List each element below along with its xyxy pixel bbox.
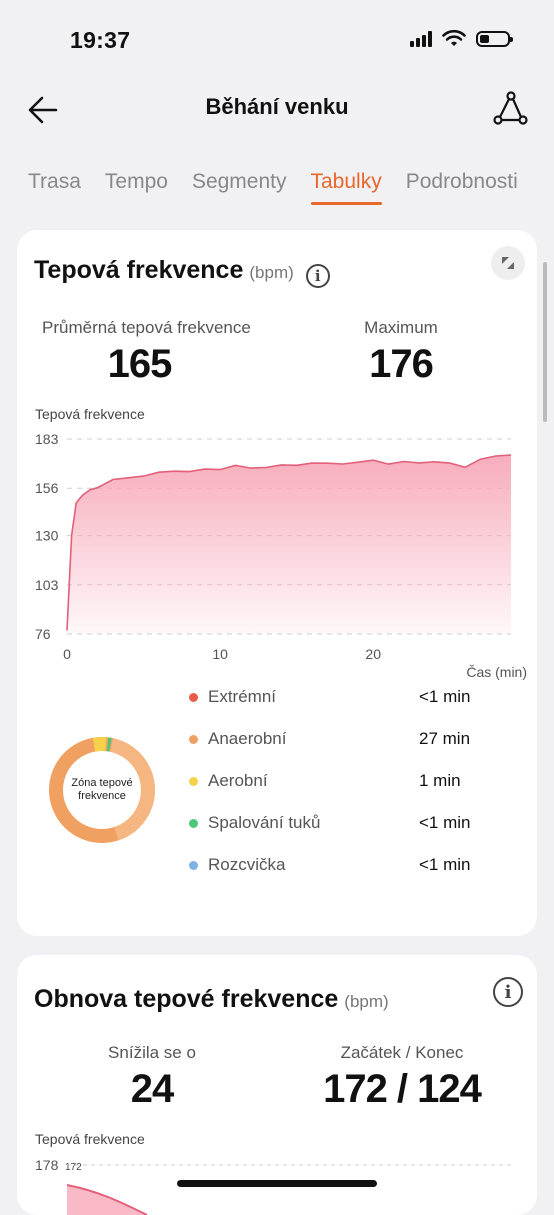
donut-segment-aerobic	[49, 737, 155, 843]
recovery-y-tick-top: 178	[35, 1157, 59, 1173]
heart-rate-unit: (bpm)	[249, 263, 294, 282]
chart-y-axis-label: Tepová frekvence	[35, 406, 145, 422]
max-hr-stat: Maximum 176	[337, 318, 465, 387]
x-axis-label: Čas (min)	[466, 664, 527, 680]
zone-time: <1 min	[419, 855, 471, 874]
avg-hr-stat: Průměrná tepová frekvence 165	[42, 318, 251, 387]
max-hr-value: 176	[369, 342, 434, 386]
zone-row: Aerobní 1 min	[189, 769, 489, 793]
tab-segmenty[interactable]: Segmenty	[191, 170, 287, 193]
zone-dot-icon	[189, 776, 198, 786]
heart-rate-line	[66, 454, 512, 631]
heart-rate-card-title: Tepová frekvence (bpm) i	[34, 256, 330, 288]
recovery-area	[67, 1185, 147, 1215]
status-time: 19:37	[70, 27, 131, 53]
battery-icon	[476, 31, 513, 47]
recovery-card: Obnova tepové frekvence (bpm) i Snížila …	[17, 955, 537, 1215]
zone-donut-chart	[49, 737, 155, 843]
zone-dot-icon	[189, 734, 198, 744]
heart-rate-card: Tepová frekvence (bpm) i Průměrná tepová…	[17, 230, 537, 936]
zone-dot-icon	[189, 692, 198, 702]
zone-name: Rozcvička	[208, 855, 286, 874]
zone-row: Anaerobní 27 min	[189, 727, 489, 751]
tab-trasa[interactable]: Trasa	[28, 170, 81, 193]
zone-donut-label: Zóna tepové frekvence	[71, 777, 133, 802]
recovery-info-icon[interactable]: i	[493, 977, 523, 1007]
zone-time: 1 min	[419, 771, 461, 790]
heart-rate-chart: 183 156 130 103 76 0 10 20 Čas (min)	[35, 431, 527, 680]
start-end-value: 172 / 124	[323, 1067, 482, 1111]
tab-podrobnosti[interactable]: Podrobnosti	[405, 170, 518, 193]
scrollbar[interactable]	[543, 262, 547, 422]
heart-rate-title: Tepová frekvence	[34, 256, 244, 284]
hr-drop-value: 24	[130, 1067, 175, 1111]
y-tick-label: 130	[35, 528, 59, 544]
max-hr-label: Maximum	[364, 318, 438, 337]
expand-button[interactable]	[491, 246, 525, 280]
x-tick-label: 10	[212, 646, 228, 662]
zone-name: Anaerobní	[208, 729, 287, 748]
tab-tempo[interactable]: Tempo	[104, 170, 168, 193]
y-tick-label: 76	[35, 626, 51, 642]
status-bar: 19:37	[0, 0, 554, 80]
zone-row: Extrémní <1 min	[189, 685, 489, 709]
wifi-icon	[442, 30, 466, 46]
tab-tabulky[interactable]: Tabulky	[310, 170, 382, 205]
home-indicator[interactable]	[177, 1180, 377, 1187]
x-tick-label: 20	[365, 646, 381, 662]
zone-time: 27 min	[419, 729, 471, 748]
recovery-card-title: Obnova tepové frekvence (bpm)	[34, 985, 389, 1014]
donut-segment-fatburn	[49, 737, 155, 843]
y-tick-label: 103	[35, 577, 59, 593]
heart-rate-area	[67, 455, 511, 634]
zone-name: Aerobní	[208, 771, 268, 790]
zone-name: Spalování tuků	[208, 813, 321, 832]
zone-dot-icon	[189, 860, 198, 870]
start-end-stat: Začátek / Konec 172 / 124	[317, 1043, 487, 1112]
zone-row: Spalování tuků <1 min	[189, 811, 489, 835]
recovery-point-label: 172	[65, 1162, 82, 1173]
recovery-title: Obnova tepové frekvence	[34, 985, 339, 1013]
back-arrow-icon[interactable]	[24, 90, 64, 130]
zone-time: <1 min	[419, 813, 471, 832]
zone-name: Extrémní	[208, 687, 277, 706]
expand-icon	[502, 257, 514, 269]
info-icon[interactable]: i	[305, 264, 330, 288]
status-icons	[410, 30, 513, 48]
avg-hr-label: Průměrná tepová frekvence	[42, 318, 251, 337]
zone-time: <1 min	[419, 687, 471, 706]
route-icon[interactable]	[490, 88, 530, 128]
x-tick-label: 0	[63, 646, 71, 662]
zone-row: Rozcvička <1 min	[189, 853, 489, 877]
start-end-label: Začátek / Konec	[340, 1043, 464, 1062]
cellular-signal-icon	[410, 31, 432, 47]
hr-drop-stat: Snížila se o 24	[92, 1043, 212, 1112]
y-tick-label: 156	[35, 480, 59, 496]
recovery-unit: (bpm)	[344, 992, 389, 1011]
nav-header: Běhání venku	[0, 80, 554, 140]
avg-hr-value: 165	[107, 342, 173, 386]
y-tick-label: 183	[35, 431, 59, 447]
tab-bar: Trasa Tempo Segmenty Tabulky Podrobnosti	[28, 170, 518, 205]
page-title: Běhání venku	[205, 94, 349, 119]
zone-dot-icon	[189, 818, 198, 828]
hr-drop-label: Snížila se o	[108, 1043, 196, 1062]
recovery-chart-y-axis-label: Tepová frekvence	[35, 1131, 145, 1147]
